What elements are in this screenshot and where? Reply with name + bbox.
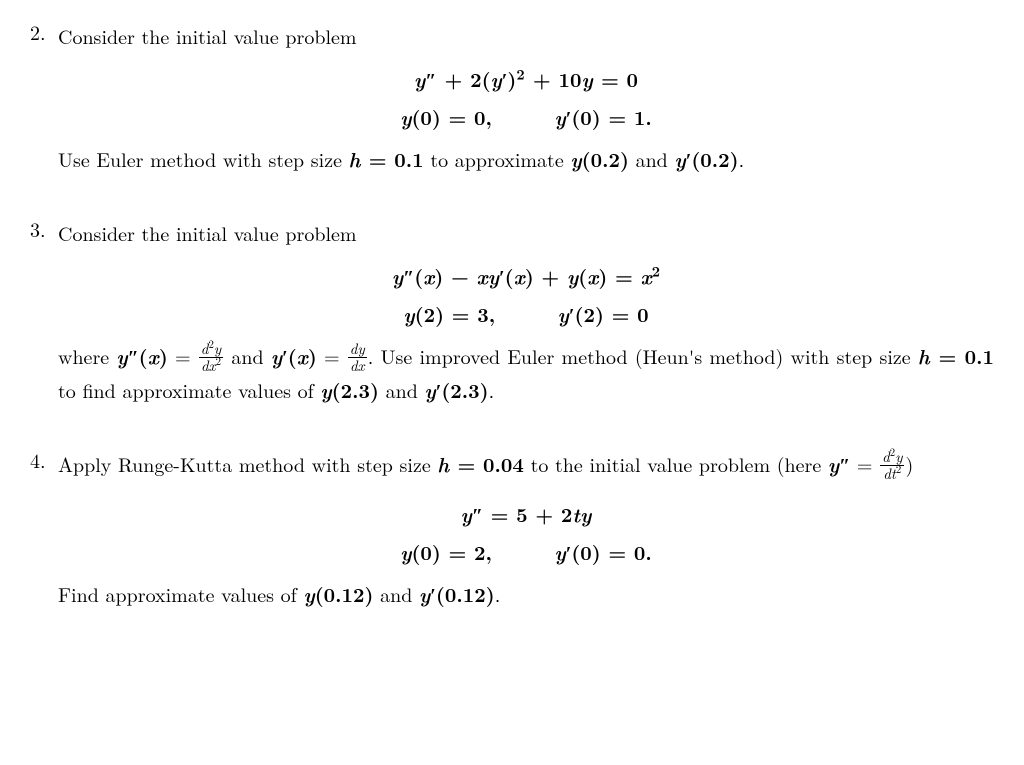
equation-ode: y″(x) − xy′(x) + y(x) = x2: [392, 262, 660, 291]
problem-instruction: Find approximate values of y(0.12) and y…: [58, 580, 994, 608]
text: =: [317, 341, 347, 370]
step-size: h = 0.04: [437, 450, 524, 479]
text: and: [379, 375, 425, 404]
problem-instruction: Use Euler method with step size h = 0.1 …: [58, 145, 994, 173]
target-y: y(0.12): [303, 580, 373, 609]
equation-block: y″ + 2(y′)2 + 10y = 0 y(0) = 0, y′(0) = …: [58, 65, 994, 131]
problem-instruction: where y″(x) = d2ydx2 and y′(x) = dydx. U…: [58, 342, 994, 404]
text: where: [58, 341, 116, 370]
step-size: h = 0.1: [349, 145, 424, 174]
equation-block: y″ = 5 + 2ty y(0) = 2, y′(0) = 0.: [58, 500, 994, 566]
problem-4: 4. Apply Runge-Kutta method with step si…: [30, 446, 994, 608]
fraction-d2ydx2: d2ydx2: [199, 341, 223, 374]
fraction-d2ydt2: d2ydt2: [880, 449, 904, 482]
ypp-symbol: y″(x): [116, 342, 167, 371]
equation-block: y″(x) − xy′(x) + y(x) = x2 y(2) = 3, y′(…: [58, 262, 994, 328]
text: .: [489, 375, 495, 404]
initial-condition-yprime: y′(0) = 0.: [554, 538, 651, 567]
text: and: [224, 341, 271, 370]
text: to approximate: [424, 144, 571, 173]
problem-2: 2. Consider the initial value problem y″…: [30, 18, 994, 173]
problem-intro: Apply Runge-Kutta method with step size …: [58, 450, 994, 484]
text: to find approximate values of: [58, 375, 320, 404]
problem-3: 3. Consider the initial value problem y″…: [30, 215, 994, 404]
text: Find approximate values of: [58, 579, 303, 608]
problem-number: 3.: [30, 215, 58, 242]
text: to the initial value problem (here: [524, 449, 828, 478]
text: ): [905, 449, 913, 478]
fraction-dydx: dydx: [348, 341, 367, 374]
equation-ode: y″ + 2(y′)2 + 10y = 0: [414, 65, 638, 94]
yp-symbol: y′(x): [271, 342, 317, 371]
problem-number: 2.: [30, 18, 58, 45]
problem-intro: Consider the initial value problem: [58, 22, 994, 49]
target-y: y(2.3): [320, 376, 379, 405]
text: and: [629, 144, 675, 173]
initial-condition-yprime: y′(0) = 1.: [554, 103, 651, 132]
step-size: h = 0.1: [918, 342, 994, 371]
target-yprime: y′(0.2): [674, 145, 738, 174]
text: .: [739, 144, 745, 173]
text: =: [168, 341, 198, 370]
ypp-symbol: y″: [828, 450, 850, 479]
problem-intro: Consider the initial value problem: [58, 219, 994, 246]
text: and: [373, 579, 419, 608]
text: . Use improved Euler method (Heun's meth…: [368, 341, 918, 370]
text: Use Euler method with step size: [58, 144, 349, 173]
initial-condition-y: y(0) = 2,: [400, 538, 492, 567]
initial-condition-y: y(2) = 3,: [403, 300, 495, 329]
text: .: [495, 579, 501, 608]
initial-condition-y: y(0) = 0,: [400, 103, 492, 132]
text: =: [850, 449, 879, 478]
target-yprime: y′(0.12): [419, 580, 495, 609]
target-y: y(0.2): [570, 145, 629, 174]
target-yprime: y′(2.3): [424, 376, 488, 405]
equation-ode: y″ = 5 + 2ty: [461, 500, 592, 529]
initial-condition-yprime: y′(2) = 0: [558, 300, 649, 329]
problem-number: 4.: [30, 446, 58, 473]
text: Apply Runge-Kutta method with step size: [58, 449, 437, 478]
